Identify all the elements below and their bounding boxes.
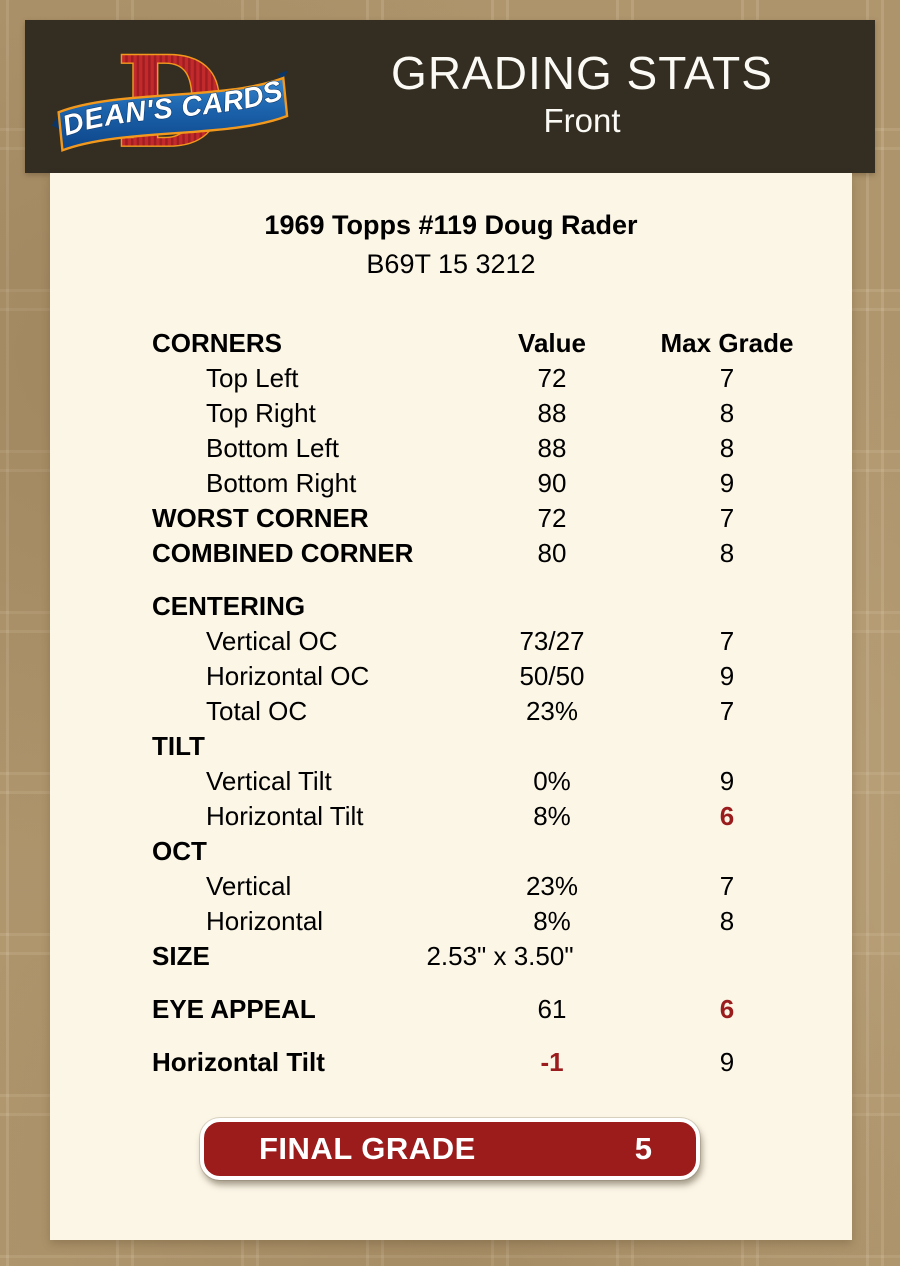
table-row: OCT (152, 834, 852, 869)
row-label: Horizontal Tilt (206, 801, 364, 831)
row-max-grade: 8 (719, 398, 735, 428)
row-value: 61 (537, 994, 567, 1024)
table-row: SIZE 2.53" x 3.50" (152, 939, 852, 974)
row-max-grade: 8 (719, 433, 735, 463)
table-row: Vertical 23% 7 (152, 869, 852, 904)
table-row: Bottom Right 90 9 (152, 466, 852, 501)
table-row: Top Left 72 7 (152, 361, 852, 396)
table-spacer (152, 974, 852, 992)
row-value: 8% (533, 801, 571, 831)
row-label: WORST CORNER (152, 503, 369, 533)
row-value: 72 (537, 503, 567, 533)
table-row: Vertical Tilt 0% 9 (152, 764, 852, 799)
row-label: OCT (152, 836, 207, 866)
row-value: 8% (533, 906, 571, 936)
row-label: Top Right (206, 398, 316, 428)
table-row: TILT (152, 729, 852, 764)
row-label: Bottom Left (206, 433, 339, 463)
row-value: 72 (537, 363, 567, 393)
final-grade-button[interactable]: FINAL GRADE 5 (200, 1118, 700, 1180)
table-row: COMBINED CORNER 80 8 (152, 536, 852, 571)
row-label: TILT (152, 731, 205, 761)
row-max-grade: Max Grade (660, 328, 794, 358)
row-value: 88 (537, 433, 567, 463)
card-title: 1969 Topps #119 Doug Rader (264, 210, 638, 240)
row-value: 23% (525, 871, 579, 901)
row-value: Value (518, 328, 586, 358)
row-max-grade: 7 (719, 626, 735, 656)
row-max-grade: 9 (719, 661, 735, 691)
row-label: Vertical Tilt (206, 766, 332, 796)
row-label: Horizontal OC (206, 661, 370, 691)
table-row: Horizontal OC 50/50 9 (152, 659, 852, 694)
row-max-grade: 9 (719, 766, 735, 796)
row-max-grade: 7 (719, 363, 735, 393)
row-value: 88 (537, 398, 567, 428)
row-max-grade (642, 834, 812, 869)
table-row: Horizontal Tilt 8% 6 (152, 799, 852, 834)
card-code: B69T 15 3212 (366, 249, 536, 279)
row-value: -1 (540, 1047, 564, 1077)
table-row: Horizontal Tilt -1 9 (152, 1045, 852, 1080)
row-max-grade: 7 (719, 696, 735, 726)
page-title: GRADING STATS (391, 46, 773, 99)
row-value (462, 589, 642, 624)
final-grade-label: FINAL GRADE (259, 1131, 476, 1166)
header-titles: GRADING STATS Front (289, 47, 875, 141)
row-label: COMBINED CORNER (152, 538, 414, 568)
row-label: Vertical OC (206, 626, 338, 656)
row-max-grade: 6 (719, 801, 735, 831)
row-max-grade: 8 (719, 906, 735, 936)
row-max-grade: 6 (719, 994, 735, 1024)
row-value: 80 (537, 538, 567, 568)
deans-cards-logo-icon: D DEAN'S CARDS (51, 29, 289, 176)
page-subtitle: Front (543, 102, 621, 140)
row-value: 50/50 (519, 661, 585, 691)
row-max-grade: 7 (719, 503, 735, 533)
row-max-grade: 7 (719, 871, 735, 901)
row-label: Top Left (206, 363, 299, 393)
row-value (462, 834, 642, 869)
row-max-grade: 9 (719, 468, 735, 498)
row-label: Bottom Right (206, 468, 357, 498)
header-bar: D DEAN'S CARDS GRADING STATS Front (25, 20, 875, 176)
row-value: 2.53" x 3.50" (426, 941, 574, 971)
row-value: 0% (533, 766, 571, 796)
table-row: Top Right 88 8 (152, 396, 852, 431)
table-row: Total OC 23% 7 (152, 694, 852, 729)
row-value: 90 (537, 468, 567, 498)
row-label: Vertical (206, 871, 292, 901)
table-spacer (152, 1027, 852, 1045)
row-label: CORNERS (152, 328, 283, 358)
row-value (462, 729, 642, 764)
row-max-grade: 9 (719, 1047, 735, 1077)
row-max-grade: 8 (719, 538, 735, 568)
stats-panel: 1969 Topps #119 Doug Rader B69T 15 3212 … (50, 173, 852, 1240)
table-row: CENTERING (152, 589, 852, 624)
final-grade-value: 5 (634, 1131, 652, 1166)
row-label: CENTERING (152, 591, 306, 621)
row-value: 23% (525, 696, 579, 726)
table-row: Vertical OC 73/27 7 (152, 624, 852, 659)
row-value: 73/27 (519, 626, 585, 656)
row-label: Total OC (206, 696, 308, 726)
row-max-grade (642, 939, 812, 974)
row-max-grade (642, 729, 812, 764)
table-row: Horizontal 8% 8 (152, 904, 852, 939)
table-row: EYE APPEAL 61 6 (152, 992, 852, 1027)
row-label: Horizontal Tilt (152, 1047, 325, 1077)
row-label: Horizontal (206, 906, 324, 936)
table-row: Bottom Left 88 8 (152, 431, 852, 466)
table-row: WORST CORNER 72 7 (152, 501, 852, 536)
row-label: EYE APPEAL (152, 994, 316, 1024)
table-row: CORNERS Value Max Grade (152, 326, 852, 361)
grading-table: CORNERS Value Max Grade Top Left 72 7 Top Righ… (152, 326, 852, 1080)
row-max-grade (642, 589, 812, 624)
row-label: SIZE (152, 941, 210, 971)
table-spacer (152, 571, 852, 589)
